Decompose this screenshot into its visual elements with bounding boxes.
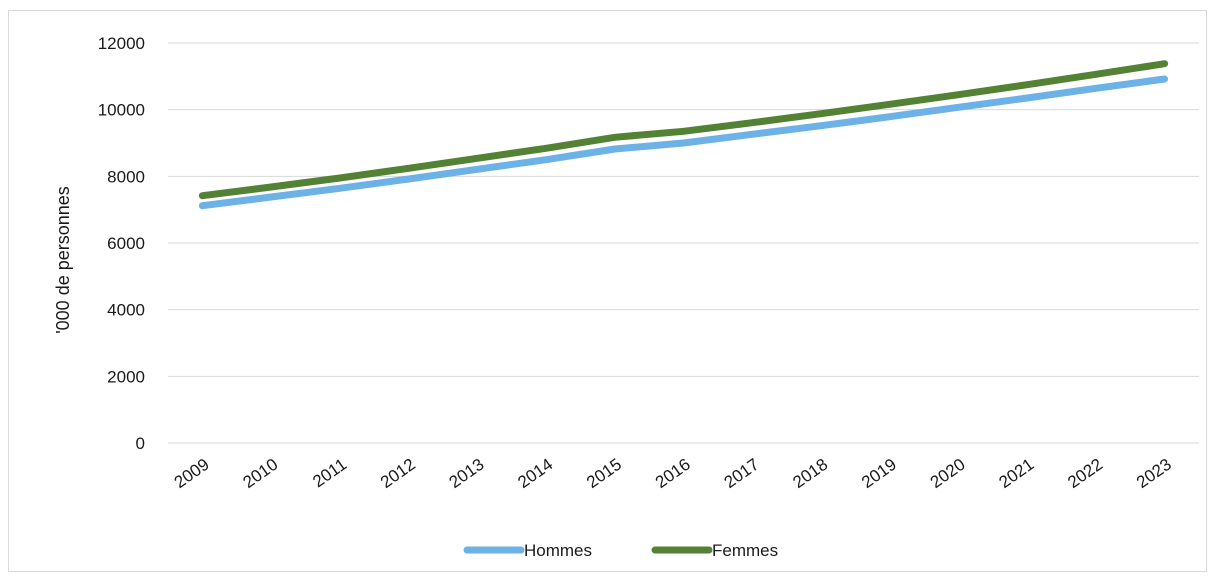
y-tick-label-10000: 10000 [98, 101, 145, 120]
x-tick-label-2014: 2014 [514, 455, 556, 492]
x-tick-label-2015: 2015 [583, 455, 625, 492]
x-tick-label-2021: 2021 [996, 455, 1038, 492]
x-tick-label-2019: 2019 [858, 455, 900, 492]
x-tick-label-2010: 2010 [240, 455, 282, 492]
x-tick-label-2011: 2011 [309, 455, 350, 492]
y-axis-ticks: 0 2000 4000 6000 8000 10000 12000 [98, 34, 145, 453]
x-tick-label-2012: 2012 [377, 455, 419, 492]
y-axis-title: '000 de personnes [53, 186, 73, 334]
legend: Hommes Femmes [463, 541, 778, 560]
y-tick-label-8000: 8000 [107, 167, 145, 186]
y-tick-label-4000: 4000 [107, 301, 145, 320]
legend-label-femmes: Femmes [712, 541, 778, 560]
legend-label-hommes: Hommes [524, 541, 592, 560]
x-tick-label-2023: 2023 [1133, 455, 1175, 492]
x-tick-label-2022: 2022 [1064, 455, 1106, 492]
gridlines [168, 42, 1199, 444]
x-tick-label-2017: 2017 [721, 455, 763, 492]
series-line-femmes [198, 60, 1169, 200]
x-axis-ticks: 2009 2010 2011 2012 2013 2014 2015 2016 2017 2018… [171, 455, 1175, 492]
series-line-hommes [198, 75, 1169, 210]
x-tick-label-2020: 2020 [927, 455, 969, 492]
y-tick-label-6000: 6000 [107, 234, 145, 253]
x-tick-label-2018: 2018 [789, 455, 831, 492]
series-lines [198, 60, 1169, 210]
x-tick-label-2016: 2016 [652, 455, 694, 492]
y-tick-label-2000: 2000 [107, 367, 145, 386]
y-tick-label-12000: 12000 [98, 34, 145, 53]
x-tick-label-2009: 2009 [171, 455, 213, 492]
y-tick-label-0: 0 [136, 434, 145, 453]
x-tick-label-2013: 2013 [446, 455, 488, 492]
